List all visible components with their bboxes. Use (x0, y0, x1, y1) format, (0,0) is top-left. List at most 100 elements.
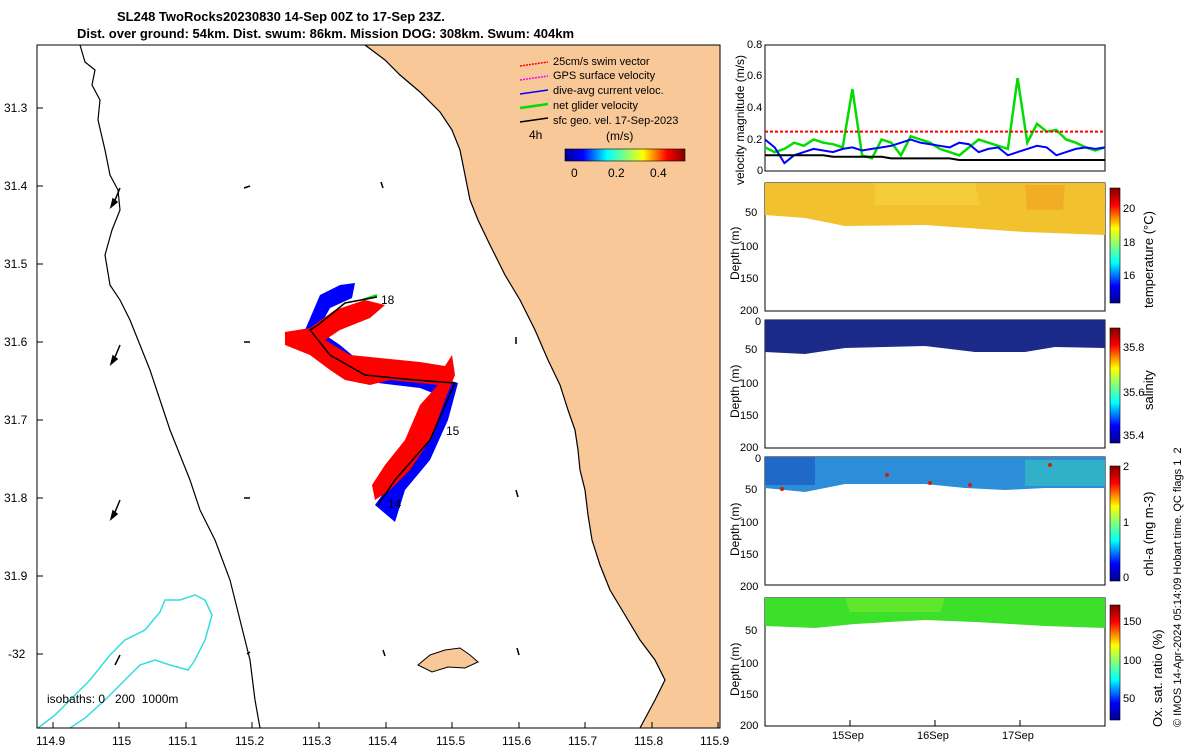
map-xtick: 115.5 (436, 734, 466, 748)
temp-ytick: 150 (740, 273, 759, 285)
day-label: 15 (446, 424, 460, 438)
ox-ytick: 200 (740, 720, 759, 732)
chla-cbar-tick: 1 (1123, 517, 1130, 529)
sal-cbar-tick: 35.8 (1123, 342, 1145, 354)
chla-ylabel: Depth (m) (728, 502, 742, 556)
ox-cbar-tick: 150 (1123, 616, 1142, 628)
chla-cbar-label: chl-a (mg m-3) (1141, 491, 1156, 576)
temp-cbar-tick: 16 (1123, 270, 1136, 282)
plot-title-line1: SL248 TwoRocks20230830 14-Sep 00Z to 17-… (117, 9, 445, 24)
map-xtick: 115.2 (235, 734, 265, 748)
chla-hotspots (780, 463, 1052, 491)
date-tick: 16Sep (917, 730, 949, 742)
sal-ytick: 150 (740, 410, 759, 422)
salinity-colorbar (1109, 327, 1121, 444)
map-ytick: 31.6 (4, 335, 28, 349)
chla-cbar-tick: 2 (1123, 461, 1130, 473)
ox-cbar-label: Ox. sat. ratio (%) (1150, 629, 1165, 727)
map-xtick: 115.1 (168, 734, 198, 748)
ox-ytick: 100 (740, 658, 759, 670)
velocity-series-line (764, 138, 1106, 165)
velocity-series-line (765, 154, 1105, 161)
velocity-ytick: 0 (757, 165, 764, 177)
map-ytick: 31.9 (4, 569, 28, 583)
island (417, 647, 479, 673)
velocity-lines (764, 77, 1106, 165)
coastline (364, 44, 666, 729)
map-xtick: 115.7 (568, 734, 598, 748)
speed-colorbar (564, 148, 686, 162)
ox-ytick: 50 (745, 625, 758, 637)
profile-panels (764, 44, 1121, 727)
velocity-series-line (764, 77, 1106, 160)
temp-cbar-label: temperature (°C) (1141, 211, 1156, 308)
ox-ytick: 150 (740, 689, 759, 701)
chla-ytick: 50 (745, 484, 758, 496)
velocity-ytick: 0.6 (747, 70, 763, 82)
temp-ylabel: Depth (m) (728, 226, 742, 280)
map-ytick: 31.8 (4, 491, 28, 505)
temp-ytick: 200 (740, 305, 759, 317)
sal-ytick: 50 (745, 344, 758, 356)
legend-item-swim: 25cm/s swim vector (553, 56, 650, 68)
temp-cbar-tick: 20 (1123, 203, 1136, 215)
map-xtick: 115.9 (700, 734, 730, 748)
chla-cbar-tick: 0 (1123, 572, 1130, 584)
ox-cbar-tick: 50 (1123, 693, 1136, 705)
temperature-section (765, 183, 1105, 235)
glider-track-line (308, 296, 457, 506)
legend-item-gps: GPS surface velocity (553, 70, 656, 82)
chla-section (765, 457, 1105, 492)
temperature-colorbar (1109, 187, 1121, 304)
geo-velocity-arrows (109, 181, 520, 666)
colorbar-unit: (m/s) (606, 129, 634, 143)
map-ytick: 31.5 (4, 257, 28, 271)
map-xtick: 115 (112, 734, 132, 748)
day-label: 14 (388, 497, 402, 511)
temp-ytick: 50 (745, 207, 758, 219)
swim-vector-track (285, 300, 455, 500)
sal-ytick: 100 (740, 378, 759, 390)
chla-ytick: 200 (740, 581, 759, 593)
isobath-1000m (37, 594, 213, 729)
temp-cbar-tick: 18 (1123, 237, 1136, 249)
ox-cbar-tick: 100 (1123, 655, 1142, 667)
legend-item-geo: sfc geo. vel. 17-Sep-2023 (553, 115, 679, 127)
velocity-ylabel: velocity magnitude (m/s) (733, 54, 747, 185)
plot-title-line2: Dist. over ground: 54km. Dist. swum: 86k… (77, 26, 575, 41)
chla-ytick: 0 (755, 453, 762, 465)
footer-note: © IMOS 14-Apr-2024 05:14:09 Hobart time.… (1172, 447, 1184, 727)
legend-arrows (519, 61, 549, 123)
colorbar-tick: 0 (571, 166, 578, 180)
map-xtick: 115.4 (368, 734, 398, 748)
map-ticks (37, 107, 719, 728)
sal-cbar-tick: 35.4 (1123, 430, 1145, 442)
map-xtick: 114.9 (36, 734, 66, 748)
map-xtick: 115.6 (502, 734, 532, 748)
sal-ytick: 0 (755, 316, 762, 328)
isobath-200m (79, 44, 261, 729)
land-area (365, 45, 720, 728)
date-tick: 15Sep (832, 730, 864, 742)
legend-item-dive-avg: dive-avg current veloc. (553, 85, 664, 97)
salinity-section (765, 320, 1105, 354)
map-ytick: 31.3 (4, 101, 28, 115)
map-xtick: 115.8 (634, 734, 664, 748)
velocity-ytick: 0.4 (747, 102, 763, 114)
map-ytick: 31.7 (4, 413, 28, 427)
temp-ytick: 100 (740, 241, 759, 253)
map-ytick: 31.4 (4, 179, 28, 193)
legend-item-net: net glider velocity (553, 100, 638, 112)
dive-avg-current-track (305, 283, 458, 522)
isobath-legend: isobaths: 0 200 1000m (47, 692, 179, 706)
colorbar-tick: 0.4 (650, 166, 667, 180)
day-label: 18 (381, 293, 395, 307)
colorbar-tick: 0.2 (608, 166, 625, 180)
velocity-ytick: 0.2 (747, 134, 763, 146)
velocity-panel-frame (764, 44, 1106, 172)
map-ytick: -32 (8, 647, 26, 661)
chla-ytick: 100 (740, 517, 759, 529)
map-panel (36, 44, 721, 729)
chla-colorbar (1109, 465, 1121, 582)
colorbar-prefix: 4h (529, 128, 543, 142)
